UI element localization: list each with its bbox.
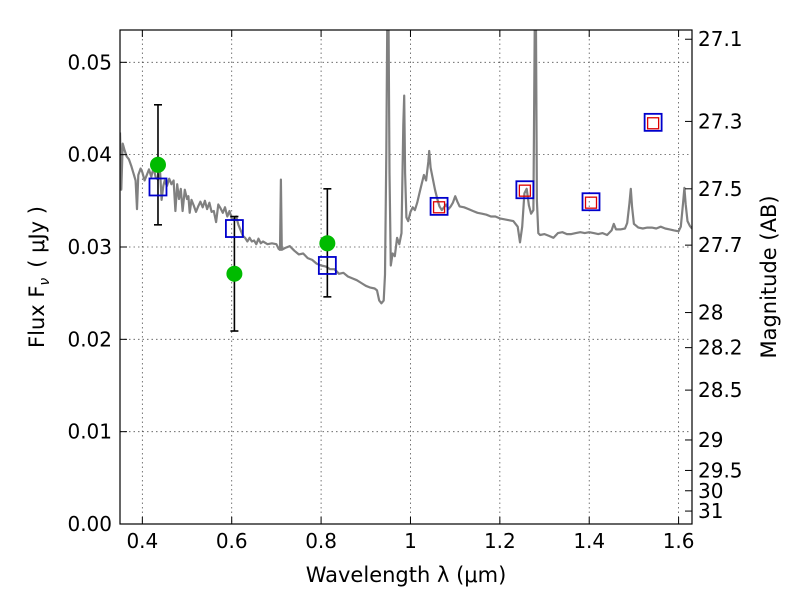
model-flux-square [317,256,337,275]
y-axis-title-left-subscript: ν [37,278,53,286]
right-tick-label: 29 [698,428,723,452]
x-tick-label: 0.4 [126,529,158,553]
spectrum-line [120,30,692,305]
y-tick-label: 0.01 [67,420,112,444]
x-tick-label: 0.6 [216,529,248,553]
right-tick-label: 29.5 [698,458,743,482]
model-flux-square [515,180,535,200]
y-tick-label: 0.00 [67,512,112,536]
grid-lines [120,30,692,524]
y-axis-title-left-unit: ( μJy ) [25,206,49,268]
predicted-flux-square [432,201,446,214]
predicted-flux-square [646,117,660,130]
y-tick-label: 0.05 [67,50,112,74]
y-tick-label: 0.03 [67,235,112,259]
x-tick-label: 0.8 [305,529,337,553]
model-flux-square [148,177,168,197]
right-tick-label: 30 [698,479,723,503]
observed-flux-point [149,156,166,173]
predicted-flux-square [584,196,598,209]
right-tick-label: 27.7 [698,233,743,257]
right-tick-label: 27.5 [698,177,743,201]
observed-flux-point [319,235,336,252]
right-tick-label: 28 [698,301,723,325]
right-tick-label: 27.1 [698,27,743,51]
model-flux-square [224,219,244,238]
right-tick-label: 27.3 [698,109,743,133]
y-tick-label: 0.02 [67,327,112,351]
predicted-flux-square [518,184,532,197]
plot-frame [119,29,693,525]
model-flux-square [429,196,449,216]
x-tick-label: 1 [404,529,417,553]
clipped-data [120,30,692,332]
model-flux-square [581,192,601,212]
right-tick-label: 28.5 [698,378,743,402]
model-flux-square [643,112,663,132]
x-tick-label: 1.6 [663,529,695,553]
y-axis-title-left: Flux Fν ( μJy ) [25,206,53,348]
right-tick-label: 31 [698,499,723,523]
plot-data [120,30,692,332]
x-tick-label: 1.2 [484,529,516,553]
right-tick-label: 28.2 [698,336,743,360]
axis-ticks: 0.4 0.6 0.8 1 1.2 1.4 1.6 0.00 0.01 0.02 0.03 0.04 0… [67,27,742,553]
y-tick-label: 0.04 [67,143,112,167]
observed-flux-point [226,265,243,282]
x-axis-title: Wavelength λ (μm) [306,563,507,587]
y-axis-title-left-text: Flux F [25,286,49,348]
y-axis-title-right: Magnitude (AB) [757,195,781,358]
x-tick-label: 1.4 [573,529,605,553]
